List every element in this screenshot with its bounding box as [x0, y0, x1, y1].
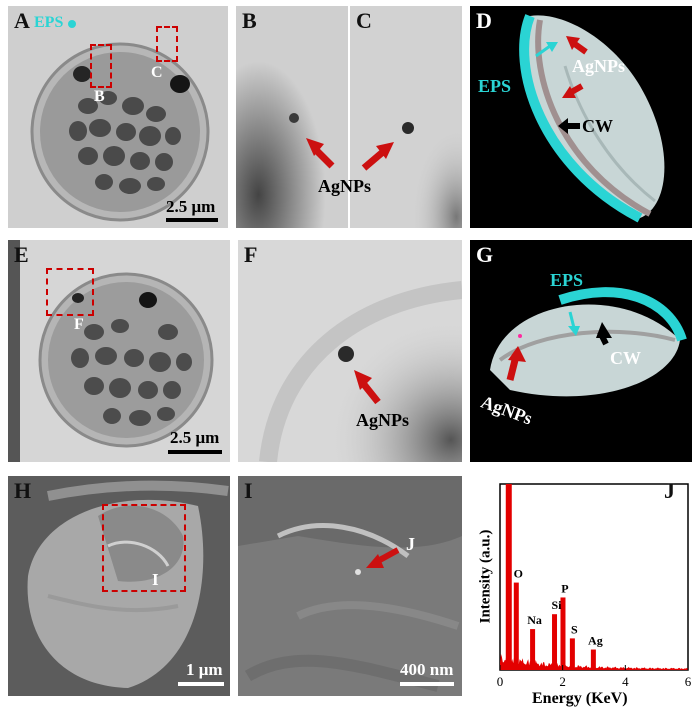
- panel-d: D EPS AgNPs CW: [470, 6, 692, 228]
- panel-h-scale-text: 1 μm: [186, 660, 223, 679]
- panel-j-label: J: [664, 478, 675, 503]
- panel-e-scalebar: [168, 450, 222, 454]
- peak-label-na: Na: [527, 613, 542, 627]
- panel-i-j-label: J: [406, 534, 415, 554]
- panel-a-box-b-label: B: [94, 88, 105, 105]
- panel-a-eps-label: EPS: [34, 14, 64, 31]
- panel-e-box-f: [46, 268, 94, 316]
- panel-h-scalebar: [178, 682, 224, 686]
- panel-bc-agnps-label: AgNPs: [318, 176, 371, 196]
- panel-h-box-i-label: I: [152, 570, 159, 589]
- panel-g: G EPS CW AgNPs: [470, 240, 692, 462]
- panel-e-image: [8, 240, 214, 462]
- panel-d-image: [519, 14, 665, 223]
- panel-f: F AgNPs: [238, 240, 462, 462]
- panel-a: A EPS B C 2.5 μm: [8, 6, 228, 228]
- panel-bc: B C AgNPs: [236, 6, 462, 228]
- peak-p: [560, 597, 566, 670]
- panel-h-label: H: [14, 478, 32, 503]
- panel-a-box-c: [156, 26, 178, 62]
- chart-ylabel: Intensity (a.u.): [477, 529, 494, 624]
- peak-label-ag: Ag: [588, 634, 603, 648]
- peak-label-s: S: [571, 622, 578, 636]
- panel-a-label: A: [14, 8, 30, 33]
- x-tick-label: 6: [685, 674, 692, 689]
- panel-a-image: [30, 20, 210, 222]
- spectrum-series: [500, 484, 688, 670]
- peak-label-o: O: [514, 567, 523, 581]
- panel-h-box-i: [102, 504, 186, 592]
- peak-labels: O Na Si P S Ag: [514, 567, 603, 648]
- panel-e-label: E: [14, 242, 29, 267]
- panel-h: H I 1 μm: [8, 476, 230, 696]
- panel-f-label: F: [244, 242, 258, 267]
- panel-f-agnps-label: AgNPs: [356, 410, 409, 430]
- panel-c-label: C: [356, 8, 372, 33]
- panel-a-box-c-label: C: [151, 64, 163, 81]
- panel-g-eps-label: EPS: [550, 270, 584, 290]
- panel-d-eps-label: EPS: [478, 76, 512, 96]
- eds-spectrum-chart: O Na Si P S Ag 0 2 4 6: [497, 483, 692, 689]
- panel-a-scalebar: [166, 218, 218, 222]
- panel-e-box-f-label: F: [74, 316, 84, 333]
- panel-g-cw-label: CW: [610, 348, 641, 368]
- chart-xlabel: Energy (KeV): [532, 690, 628, 707]
- peak-o: [513, 582, 519, 670]
- panel-e: E F 2.5 μm: [8, 240, 230, 462]
- panel-d-label: D: [476, 8, 492, 33]
- panel-i: I J 400 nm: [238, 476, 462, 696]
- panel-h-image: [27, 480, 229, 688]
- x-tick-label: 4: [622, 674, 629, 689]
- panel-j: O Na Si P S Ag 0 2 4 6 J Energy (KeV) Intensity …: [470, 476, 692, 712]
- x-ticks: 0 2 4 6: [497, 665, 692, 689]
- main-peak: [505, 484, 512, 670]
- panel-g-image: [490, 287, 687, 397]
- panel-i-scale-text: 400 nm: [400, 660, 454, 679]
- panel-b-label: B: [242, 8, 257, 33]
- panel-f-image: [238, 240, 462, 462]
- panel-a-scale-text: 2.5 μm: [166, 197, 216, 216]
- panel-e-scale-text: 2.5 μm: [170, 428, 220, 447]
- x-tick-label: 2: [559, 674, 566, 689]
- panel-i-scalebar: [400, 682, 454, 686]
- panel-g-label: G: [476, 242, 494, 267]
- panel-bc-image: [236, 6, 462, 228]
- panel-d-agnps-label: AgNPs: [572, 56, 625, 76]
- peak-si: [552, 614, 558, 670]
- panel-a-box-b: [90, 44, 112, 88]
- peak-ag: [590, 649, 596, 670]
- peak-na: [530, 629, 536, 670]
- panel-i-image: [238, 476, 462, 692]
- x-tick-label: 0: [497, 674, 504, 689]
- panel-d-cw-label: CW: [582, 116, 613, 136]
- panel-i-label: I: [244, 478, 253, 503]
- peak-s: [569, 638, 575, 670]
- peak-label-si: Si: [552, 598, 563, 612]
- peak-label-p: P: [561, 581, 568, 595]
